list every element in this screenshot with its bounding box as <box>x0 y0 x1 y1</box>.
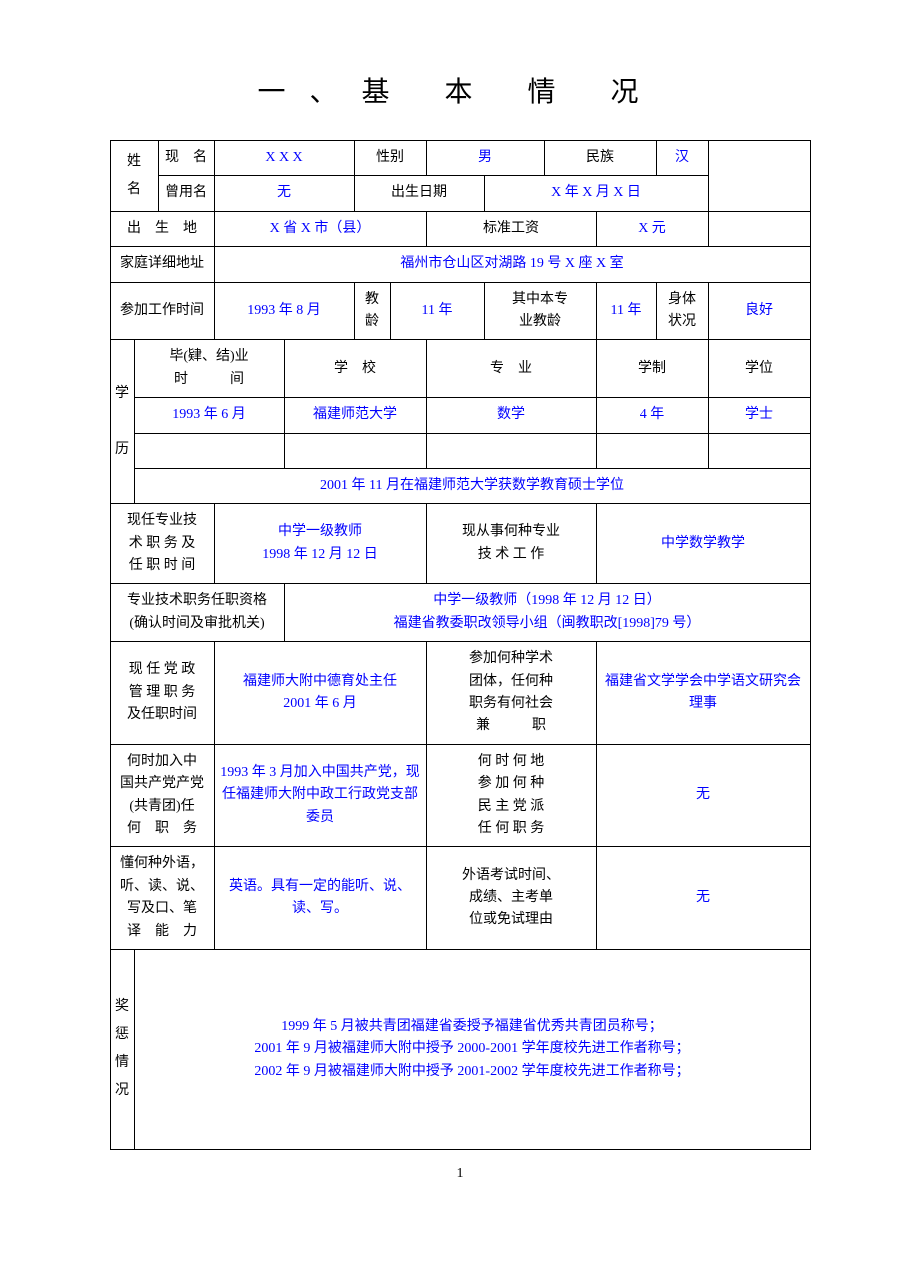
value-schooling: 4 年 <box>596 398 708 433</box>
photo-placeholder <box>708 141 810 212</box>
value-qualification: 中学一级教师（1998 年 12 月 12 日） 福建省教委职改领导小组（闽教职… <box>284 584 810 642</box>
label-join-party: 何时加入中国共产党产党(共青团)任何 职 务 <box>110 744 214 847</box>
spacer-1 <box>708 211 810 246</box>
label-education: 学历 <box>110 340 134 504</box>
value-degree: 学士 <box>708 398 810 433</box>
label-foreign-lang: 懂何种外语，听、读、说、写及口、笔译 能 力 <box>110 847 214 950</box>
value-join-party: 1993 年 3 月加入中国共产党，现任福建师大附中政工行政党支部委员 <box>214 744 426 847</box>
value-pro-title: 中学一级教师 1998 年 12 月 12 日 <box>214 504 426 584</box>
edu-blank-3 <box>426 433 596 468</box>
label-degree: 学位 <box>708 340 810 398</box>
basic-info-table: 姓名 现 名 X X X 性别 男 民族 汉 曾用名 无 出生日期 X 年 X … <box>110 140 811 1150</box>
value-awards: 1999 年 5 月被共青团福建省委授予福建省优秀共青团员称号； 2001 年 … <box>134 949 810 1149</box>
label-qualification: 专业技术职务任职资格(确认时间及审批机关) <box>110 584 284 642</box>
value-birth-place: X 省 X 市（县） <box>214 211 426 246</box>
value-birth-date: X 年 X 月 X 日 <box>484 176 708 211</box>
value-grad-time: 1993 年 6 月 <box>134 398 284 433</box>
value-school: 福建师范大学 <box>284 398 426 433</box>
edu-blank-5 <box>708 433 810 468</box>
edu-blank-1 <box>134 433 284 468</box>
value-party-post: 福建师大附中德育处主任 2001 年 6 月 <box>214 642 426 745</box>
label-teach-age: 教龄 <box>354 282 390 340</box>
section-title: 一、基 本 情 况 <box>20 70 900 110</box>
value-lang-exam: 无 <box>596 847 810 950</box>
value-current-name: X X X <box>214 141 354 176</box>
value-teach-age: 11 年 <box>390 282 484 340</box>
label-birth-place: 出 生 地 <box>110 211 214 246</box>
label-school: 学 校 <box>284 340 426 398</box>
label-std-salary: 标准工资 <box>426 211 596 246</box>
value-edu-extra: 2001 年 11 月在福建师范大学获数学教育硕士学位 <box>134 468 810 503</box>
value-major-teach-age: 11 年 <box>596 282 656 340</box>
award-line-3: 2002 年 9 月被福建师大附中授予 2001-2002 学年度校先进工作者称… <box>139 1061 806 1083</box>
label-party-post: 现 任 党 政管 理 职 务及任职时间 <box>110 642 214 745</box>
label-former-name: 曾用名 <box>158 176 214 211</box>
label-major: 专 业 <box>426 340 596 398</box>
value-major: 数学 <box>426 398 596 433</box>
award-line-2: 2001 年 9 月被福建师大附中授予 2000-2001 学年度校先进工作者称… <box>139 1038 806 1060</box>
value-foreign-lang: 英语。具有一定的能听、说、读、写。 <box>214 847 426 950</box>
value-democratic-party: 无 <box>596 744 810 847</box>
edu-blank-4 <box>596 433 708 468</box>
value-pro-work: 中学数学教学 <box>596 504 810 584</box>
value-std-salary: X 元 <box>596 211 708 246</box>
page-number: 1 <box>20 1166 900 1182</box>
label-pro-title: 现任专业技术 职 务 及任 职 时 间 <box>110 504 214 584</box>
edu-blank-2 <box>284 433 426 468</box>
label-home-addr: 家庭详细地址 <box>110 247 214 282</box>
value-ethnicity: 汉 <box>656 141 708 176</box>
label-ethnicity: 民族 <box>544 141 656 176</box>
label-pro-work: 现从事何种专业技 术 工 作 <box>426 504 596 584</box>
value-academic-org: 福建省文学学会中学语文研究会理事 <box>596 642 810 745</box>
label-democratic-party: 何 时 何 地参 加 何 种民 主 党 派任 何 职 务 <box>426 744 596 847</box>
label-health: 身体状况 <box>656 282 708 340</box>
form-page: 一、基 本 情 况 姓名 现 名 X X X 性别 男 民族 汉 曾用名 无 出… <box>20 70 900 1182</box>
value-work-start: 1993 年 8 月 <box>214 282 354 340</box>
label-current-name: 现 名 <box>158 141 214 176</box>
label-grad-time: 毕(肄、结)业时 间 <box>134 340 284 398</box>
label-major-teach-age: 其中本专业教龄 <box>484 282 596 340</box>
award-line-1: 1999 年 5 月被共青团福建省委授予福建省优秀共青团员称号； <box>139 1016 806 1038</box>
label-work-start: 参加工作时间 <box>110 282 214 340</box>
label-birth-date: 出生日期 <box>354 176 484 211</box>
label-awards: 奖惩情况 <box>110 949 134 1149</box>
label-schooling: 学制 <box>596 340 708 398</box>
label-lang-exam: 外语考试时间、成绩、主考单位或免试理由 <box>426 847 596 950</box>
label-academic-org: 参加何种学术团体，任何种职务有何社会兼 职 <box>426 642 596 745</box>
value-home-addr: 福州市仓山区对湖路 19 号 X 座 X 室 <box>214 247 810 282</box>
value-health: 良好 <box>708 282 810 340</box>
value-gender: 男 <box>426 141 544 176</box>
label-name: 姓名 <box>110 141 158 212</box>
label-gender: 性别 <box>354 141 426 176</box>
value-former-name: 无 <box>214 176 354 211</box>
